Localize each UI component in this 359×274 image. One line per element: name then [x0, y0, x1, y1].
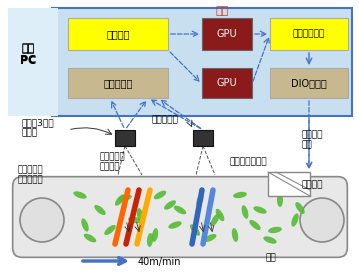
Ellipse shape [249, 220, 261, 230]
Ellipse shape [154, 191, 166, 199]
Ellipse shape [164, 200, 176, 210]
Ellipse shape [232, 228, 238, 242]
Ellipse shape [115, 194, 125, 206]
Ellipse shape [277, 193, 283, 207]
Ellipse shape [137, 208, 143, 222]
Text: ライン照明
（近赤外）: ライン照明 （近赤外） [18, 165, 44, 185]
Ellipse shape [253, 206, 267, 214]
Bar [115, 130, 135, 146]
Bar [52, 8, 352, 116]
Bar [68, 18, 168, 50]
Ellipse shape [291, 213, 299, 227]
Ellipse shape [196, 193, 204, 207]
Ellipse shape [147, 233, 153, 247]
Circle shape [20, 198, 64, 242]
Ellipse shape [174, 206, 186, 214]
Text: 近赤外3波長
カメラ: 近赤外3波長 カメラ [22, 118, 55, 138]
Ellipse shape [128, 217, 142, 223]
Text: DIOボード: DIOボード [291, 78, 327, 88]
Ellipse shape [168, 221, 182, 229]
Bar [8, 8, 58, 116]
Text: 排出機構: 排出機構 [302, 181, 323, 190]
Ellipse shape [264, 236, 277, 244]
Bar [270, 68, 348, 98]
Ellipse shape [81, 218, 89, 232]
Text: 可視カメラ: 可視カメラ [152, 116, 179, 124]
Ellipse shape [268, 227, 282, 233]
Text: 40m/min: 40m/min [138, 257, 182, 267]
Bar [68, 68, 168, 98]
Bar [268, 172, 310, 196]
Text: 食品: 食品 [266, 253, 277, 262]
Ellipse shape [242, 205, 248, 219]
Ellipse shape [233, 192, 247, 198]
Text: PC: PC [20, 55, 36, 65]
Text: ベルトコンベア: ベルトコンベア [230, 158, 267, 167]
FancyBboxPatch shape [13, 177, 348, 257]
Ellipse shape [211, 214, 219, 226]
Ellipse shape [190, 224, 200, 236]
Ellipse shape [295, 202, 305, 214]
Ellipse shape [118, 195, 132, 201]
Ellipse shape [104, 225, 116, 235]
Text: 制御: 制御 [22, 43, 34, 53]
Bar [193, 130, 213, 146]
Ellipse shape [84, 234, 96, 242]
Text: ライン照明
（可視）: ライン照明 （可視） [100, 152, 126, 172]
Ellipse shape [73, 191, 87, 199]
Text: 異物検出
信号: 異物検出 信号 [302, 130, 323, 150]
Bar [202, 68, 252, 98]
Ellipse shape [152, 228, 158, 242]
Text: GPU: GPU [217, 78, 237, 88]
Text: 画像処理: 画像処理 [106, 29, 130, 39]
Bar [270, 18, 348, 50]
Text: 異物検出判定: 異物検出判定 [293, 30, 325, 39]
Text: 制御
PC: 制御 PC [20, 44, 36, 66]
Bar [202, 18, 252, 50]
Circle shape [300, 198, 344, 242]
Ellipse shape [94, 205, 106, 215]
Ellipse shape [204, 234, 216, 242]
Text: 推論: 推論 [215, 6, 229, 16]
Text: GPU: GPU [217, 29, 237, 39]
Ellipse shape [216, 209, 224, 221]
Text: 画像ボード: 画像ボード [103, 78, 133, 88]
